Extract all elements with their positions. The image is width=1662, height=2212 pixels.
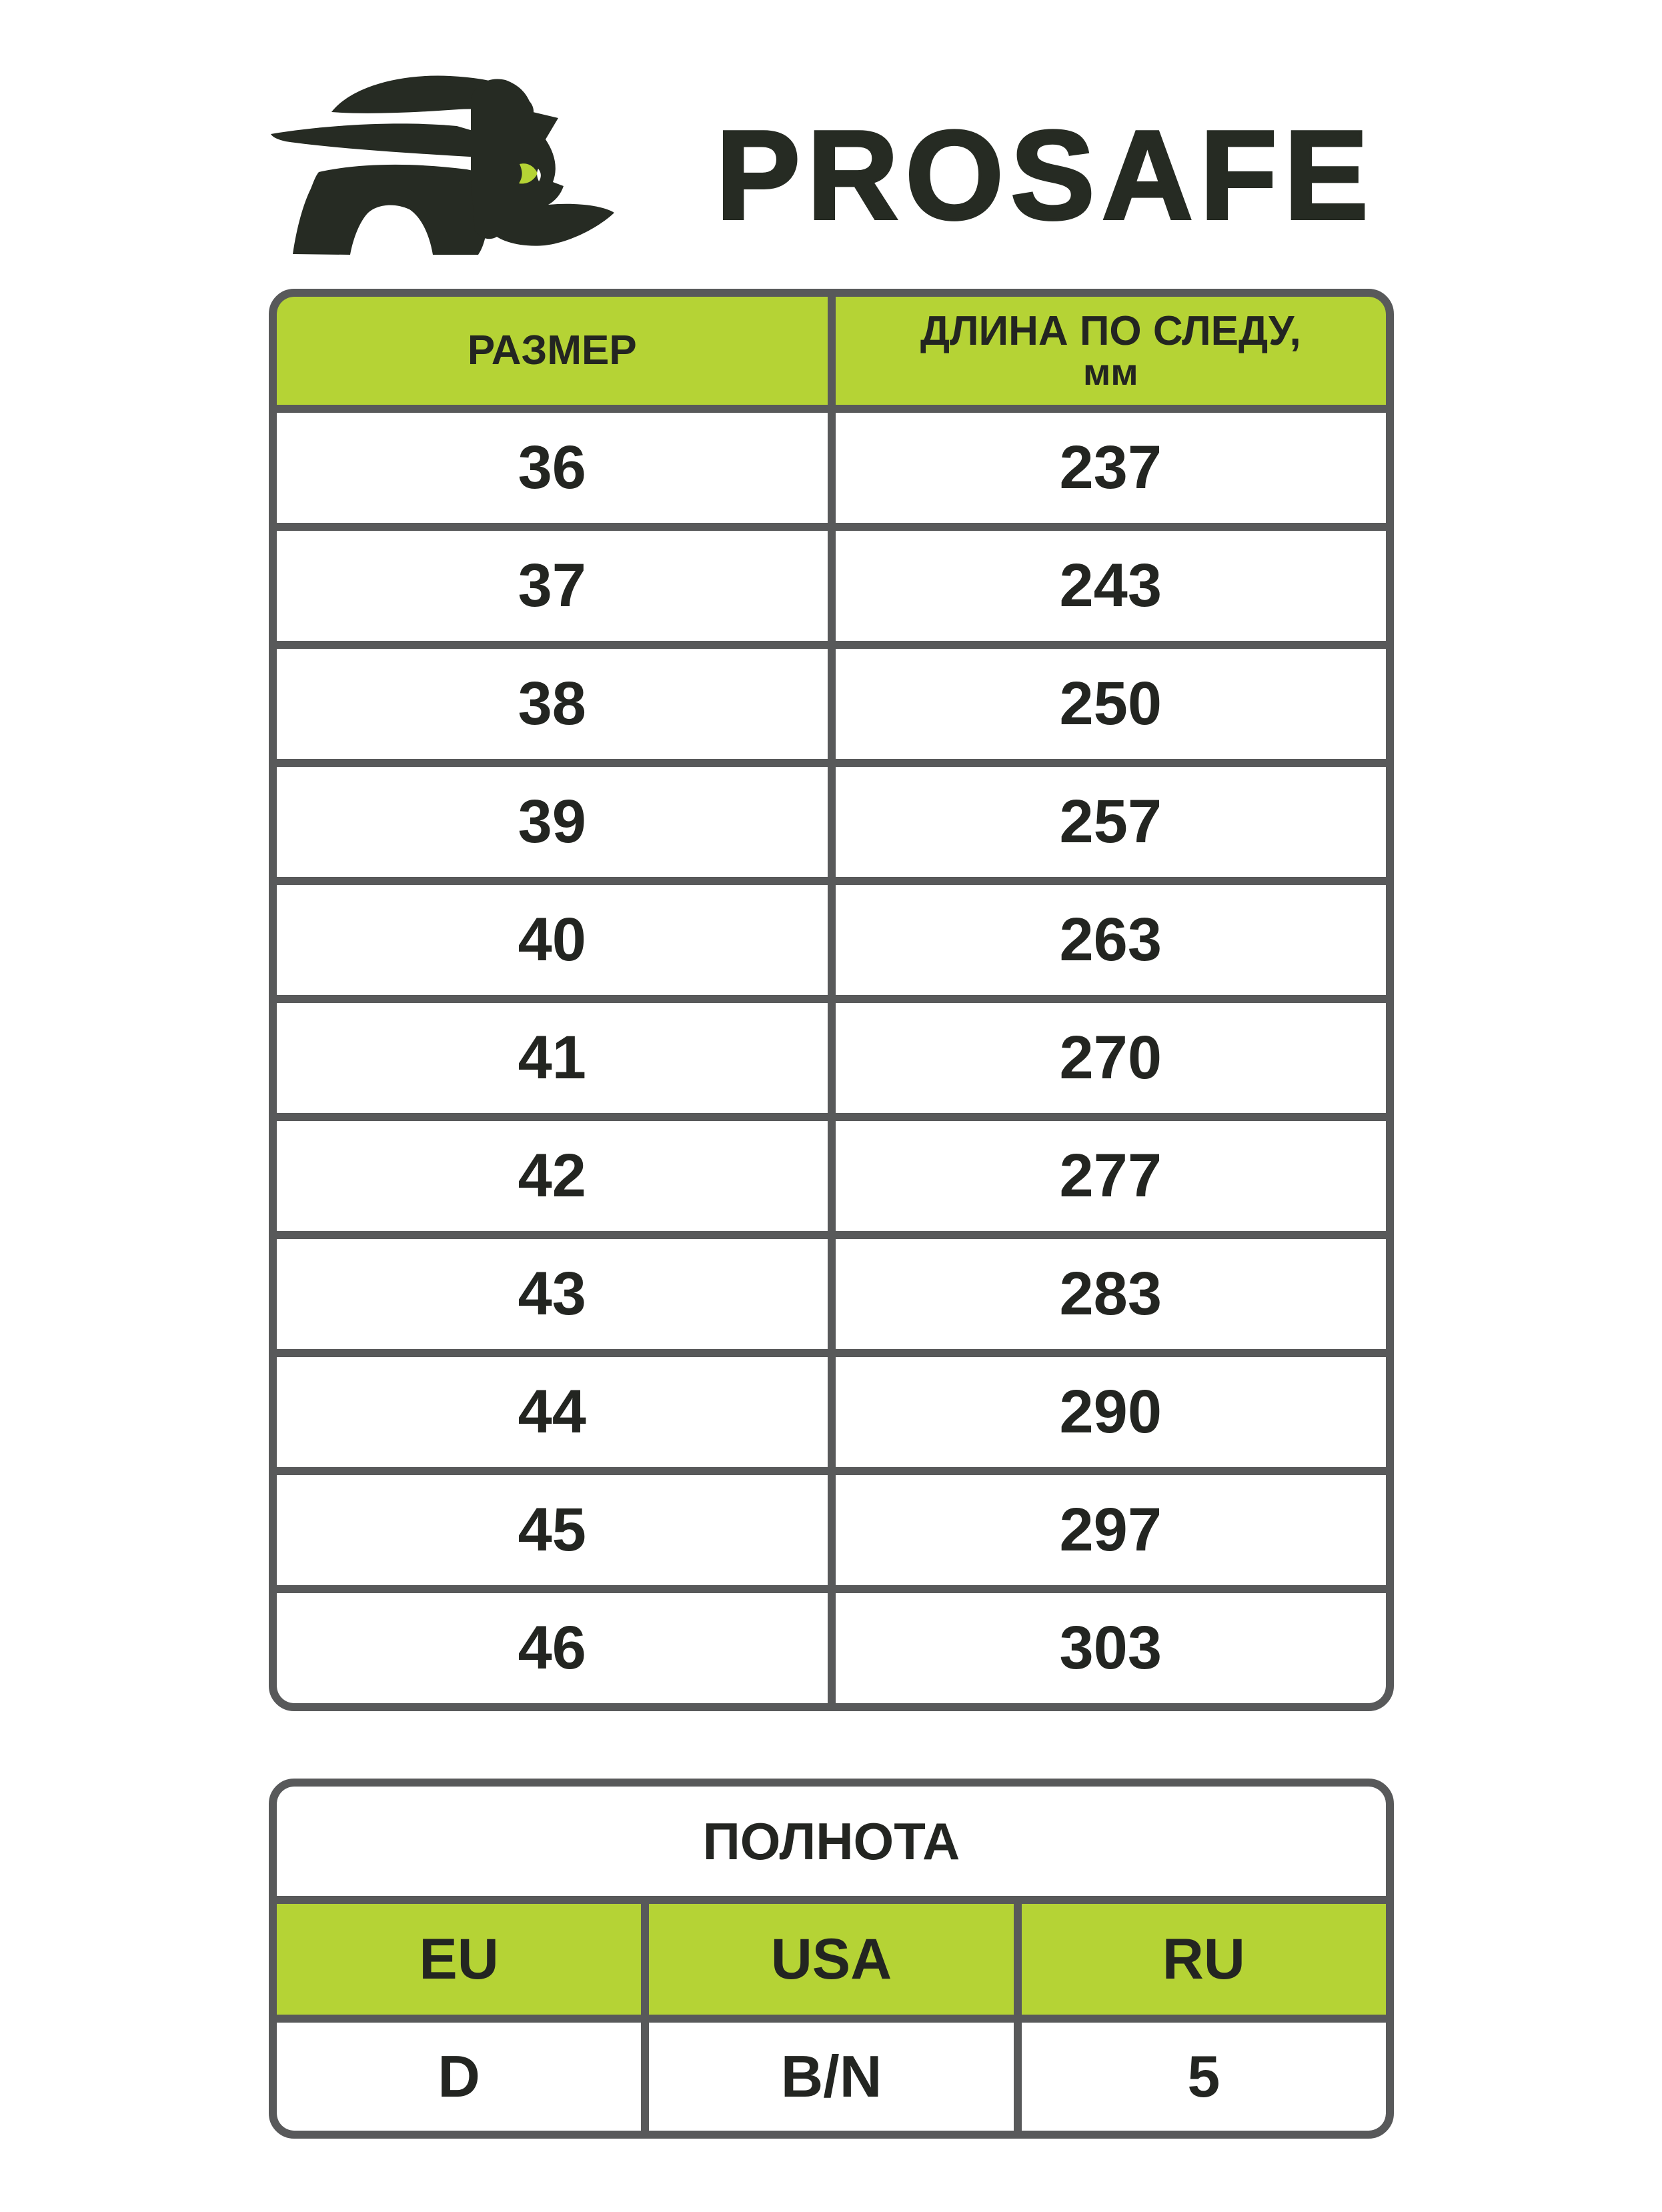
length-cell: 243: [835, 531, 1386, 641]
size-column-header: РАЗМЕР: [277, 297, 828, 405]
length-cell: 283: [835, 1239, 1386, 1349]
length-header-line2: мм: [1082, 351, 1138, 393]
length-cell: 263: [835, 885, 1386, 995]
size-cell: 40: [277, 885, 828, 995]
width-table: ПОЛНОТА EU USA RU D B/N 5: [269, 1779, 1394, 2139]
length-cell: 257: [835, 767, 1386, 877]
length-cell: 303: [835, 1593, 1386, 1703]
width-table-title: ПОЛНОТА: [277, 1787, 1386, 1896]
length-column-header: ДЛИНА ПО СЛЕДУ, мм: [835, 297, 1386, 405]
size-cell: 38: [277, 649, 828, 759]
size-cell: 36: [277, 413, 828, 523]
size-cell: 45: [277, 1475, 828, 1585]
width-value-ru: 5: [1021, 2023, 1386, 2131]
size-cell: 37: [277, 531, 828, 641]
length-header-line1: ДЛИНА ПО СЛЕДУ,: [920, 307, 1301, 354]
width-header-usa: USA: [649, 1904, 1014, 2015]
width-value-usa: B/N: [649, 2023, 1014, 2131]
length-cell: 270: [835, 1003, 1386, 1113]
width-header-ru: RU: [1021, 1904, 1386, 2015]
size-cell: 46: [277, 1593, 828, 1703]
length-cell: 250: [835, 649, 1386, 759]
length-cell: 290: [835, 1357, 1386, 1467]
size-cell: 43: [277, 1239, 828, 1349]
size-cell: 41: [277, 1003, 828, 1113]
length-cell: 277: [835, 1121, 1386, 1231]
size-table: РАЗМЕР ДЛИНА ПО СЛЕДУ, мм 36 237 37 243 …: [269, 289, 1394, 1711]
size-cell: 42: [277, 1121, 828, 1231]
width-value-eu: D: [277, 2023, 642, 2131]
length-cell: 237: [835, 413, 1386, 523]
rhino-icon: [271, 75, 614, 255]
size-cell: 39: [277, 767, 828, 877]
brand-wordmark: PROSAFE: [714, 103, 1375, 247]
width-header-eu: EU: [277, 1904, 642, 2015]
length-cell: 297: [835, 1475, 1386, 1585]
size-cell: 44: [277, 1357, 828, 1467]
